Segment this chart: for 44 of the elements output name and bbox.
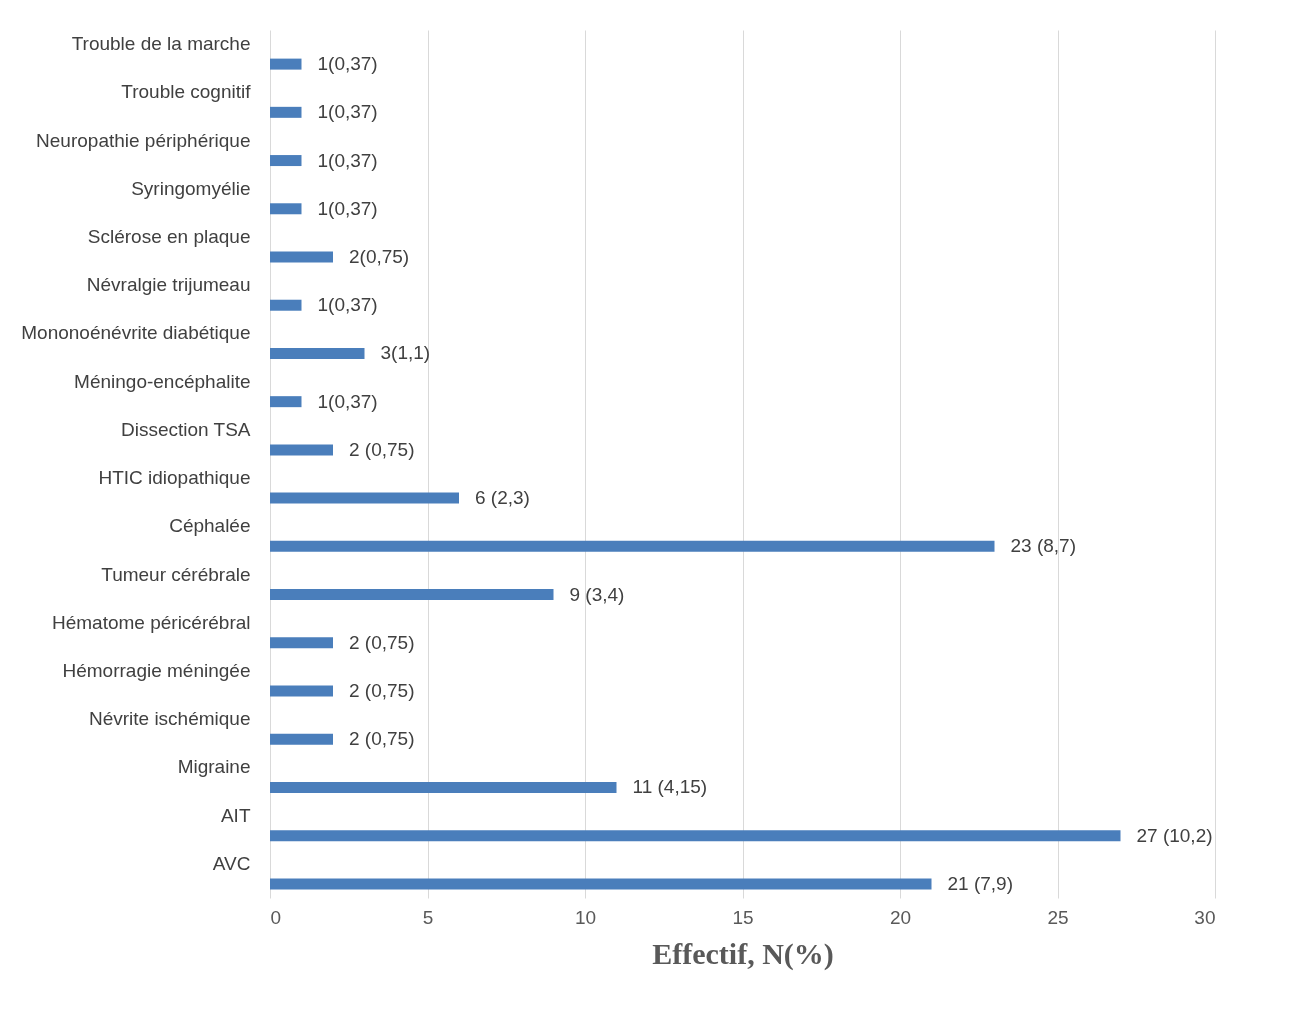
- y-tick-label: Trouble cognitif: [121, 81, 252, 103]
- x-tick-label: 15: [732, 906, 754, 928]
- y-tick-label: Neuropathie périphérique: [36, 129, 251, 151]
- data-label: 2 (0,75): [349, 728, 415, 750]
- data-label: 2 (0,75): [349, 631, 415, 653]
- data-label: 1(0,37): [317, 53, 378, 75]
- data-label: 1(0,37): [317, 390, 378, 412]
- data-label: 2 (0,75): [349, 438, 415, 460]
- y-tick-label: Céphalée: [169, 515, 251, 537]
- y-tick-label: HTIC idiopathique: [98, 467, 251, 489]
- y-tick-label: Hématome péricérébral: [51, 611, 251, 633]
- data-label: 23 (8,7): [1010, 535, 1076, 557]
- x-tick-label: 0: [270, 906, 282, 928]
- x-tick-label: 20: [889, 906, 912, 928]
- y-tick-label: Méningo-encéphalite: [74, 370, 251, 392]
- data-label: 9 (3,4): [569, 583, 625, 605]
- data-label: 27 (10,2): [1136, 824, 1213, 846]
- data-label: 1(0,37): [317, 101, 378, 123]
- y-tick-label: Tumeur cérébrale: [101, 563, 251, 585]
- y-tick-label: Syringomyélie: [131, 177, 251, 199]
- y-tick-label: Névralgie trijumeau: [86, 274, 251, 296]
- data-label: 1(0,37): [317, 294, 378, 316]
- y-tick-label: Sclérose en plaque: [87, 226, 251, 247]
- y-tick-label: Dissection TSA: [120, 418, 251, 440]
- data-label: 1(0,37): [317, 197, 378, 219]
- y-tick-label: AIT: [220, 804, 251, 826]
- data-label: 1(0,37): [317, 149, 378, 171]
- x-tick-label: 25: [1047, 906, 1069, 928]
- y-tick-label: AVC: [212, 852, 251, 874]
- x-tick-label: 10: [574, 906, 597, 928]
- x-axis-title: Effectif, N(%): [652, 936, 834, 971]
- y-tick-label: Hémorragie méningée: [62, 660, 251, 681]
- data-label: 21 (7,9): [947, 872, 1013, 894]
- x-tick-label: 30: [1194, 906, 1216, 928]
- y-tick-label: Trouble de la marche: [71, 33, 251, 55]
- y-tick-label: Névrite ischémique: [88, 708, 251, 730]
- y-tick-label: Migraine: [177, 756, 251, 778]
- data-label: 11 (4,15): [632, 776, 708, 798]
- y-tick-label: Mononoénévrite diabétique: [21, 322, 251, 344]
- data-label: 2(0,75): [349, 246, 410, 267]
- data-label: 3(1,1): [380, 342, 431, 364]
- data-label: 2 (0,75): [349, 680, 415, 701]
- x-tick-label: 5: [422, 906, 434, 928]
- data-label: 6 (2,3): [475, 487, 530, 509]
